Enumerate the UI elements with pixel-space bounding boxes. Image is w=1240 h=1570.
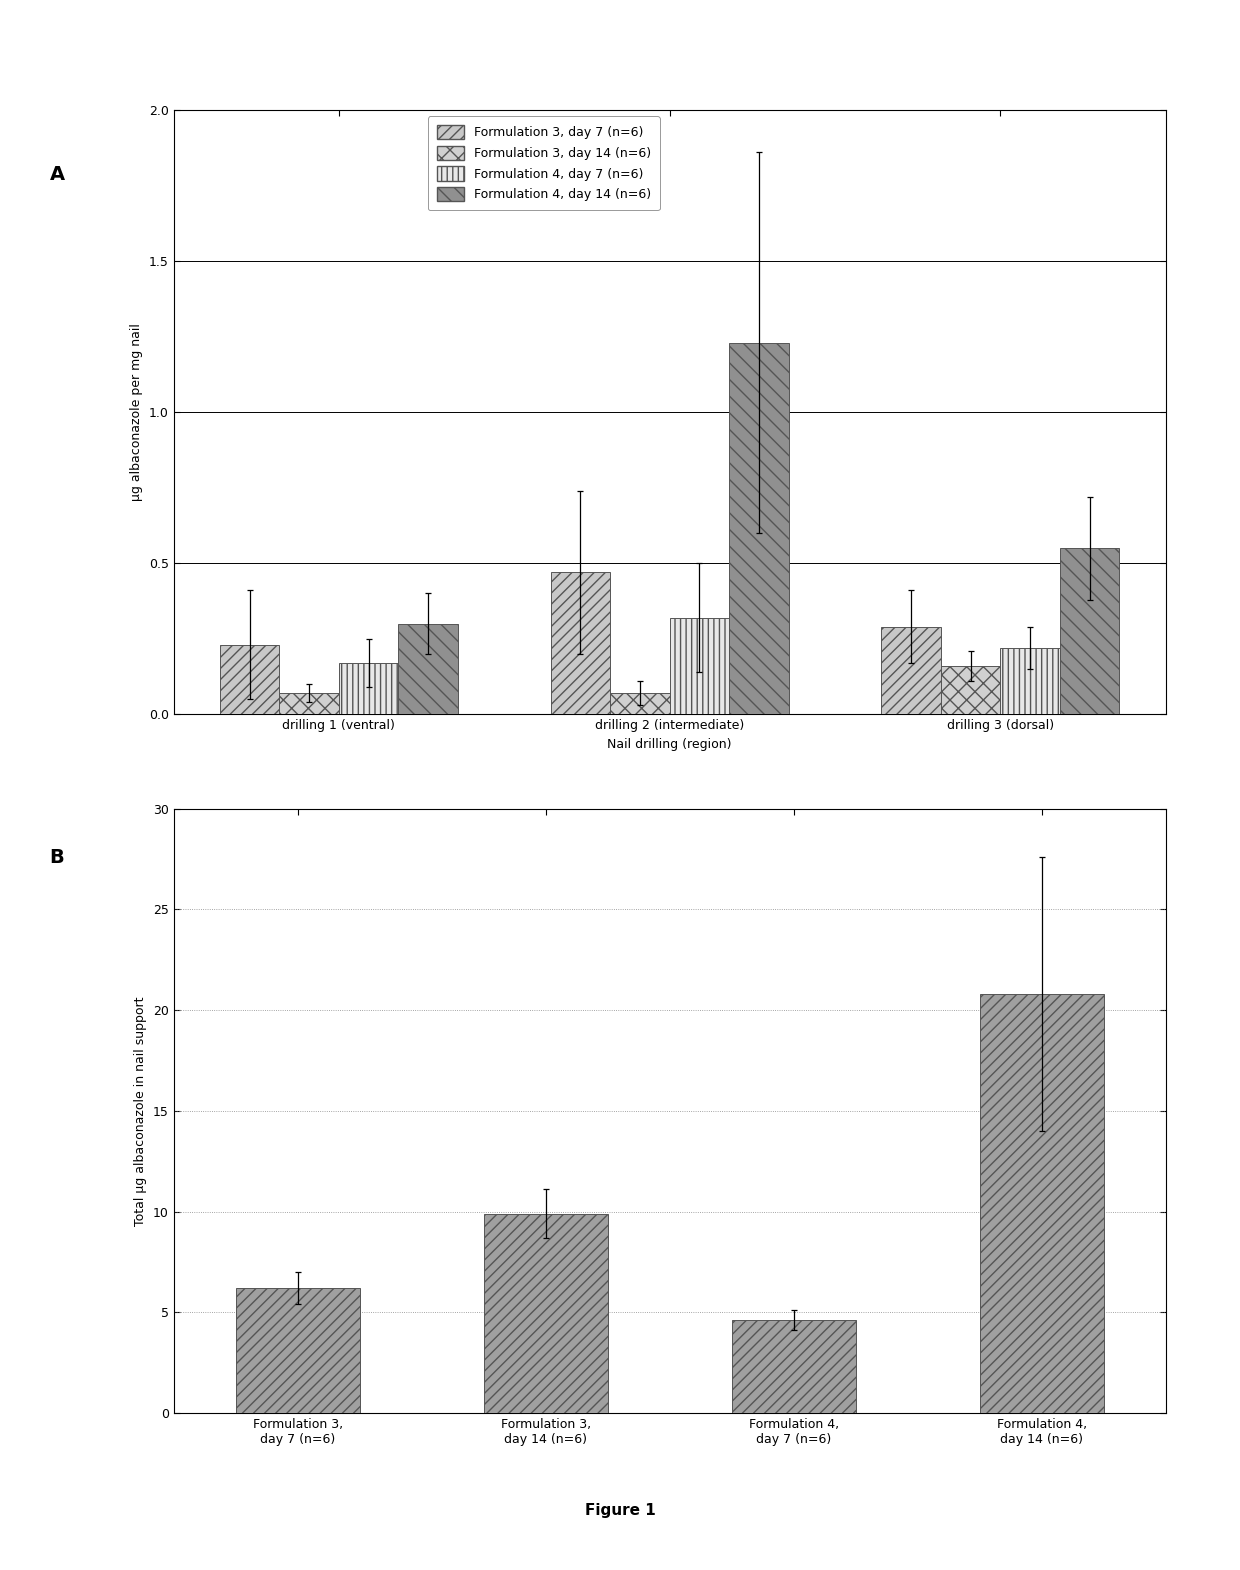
Bar: [1060, 548, 1120, 714]
Bar: [610, 694, 670, 714]
Bar: [484, 1214, 608, 1413]
Text: A: A: [50, 165, 64, 184]
Bar: [551, 573, 610, 714]
Bar: [732, 1320, 856, 1413]
Bar: [882, 626, 941, 714]
Bar: [980, 994, 1104, 1413]
Text: B: B: [50, 848, 64, 867]
Bar: [279, 694, 339, 714]
Bar: [236, 1287, 360, 1413]
Bar: [339, 663, 398, 714]
X-axis label: Nail drilling (region): Nail drilling (region): [608, 738, 732, 750]
Y-axis label: μg albaconazole per mg nail: μg albaconazole per mg nail: [130, 323, 143, 501]
Bar: [1001, 648, 1060, 714]
Legend: Formulation 3, day 7 (n=6), Formulation 3, day 14 (n=6), Formulation 4, day 7 (n: Formulation 3, day 7 (n=6), Formulation …: [428, 116, 660, 210]
Text: Figure 1: Figure 1: [584, 1502, 656, 1518]
Bar: [398, 623, 458, 714]
Bar: [670, 617, 729, 714]
Bar: [941, 666, 1001, 714]
Bar: [729, 342, 789, 714]
Bar: [219, 645, 279, 714]
Y-axis label: Total μg albaconazole in nail support: Total μg albaconazole in nail support: [134, 995, 148, 1226]
